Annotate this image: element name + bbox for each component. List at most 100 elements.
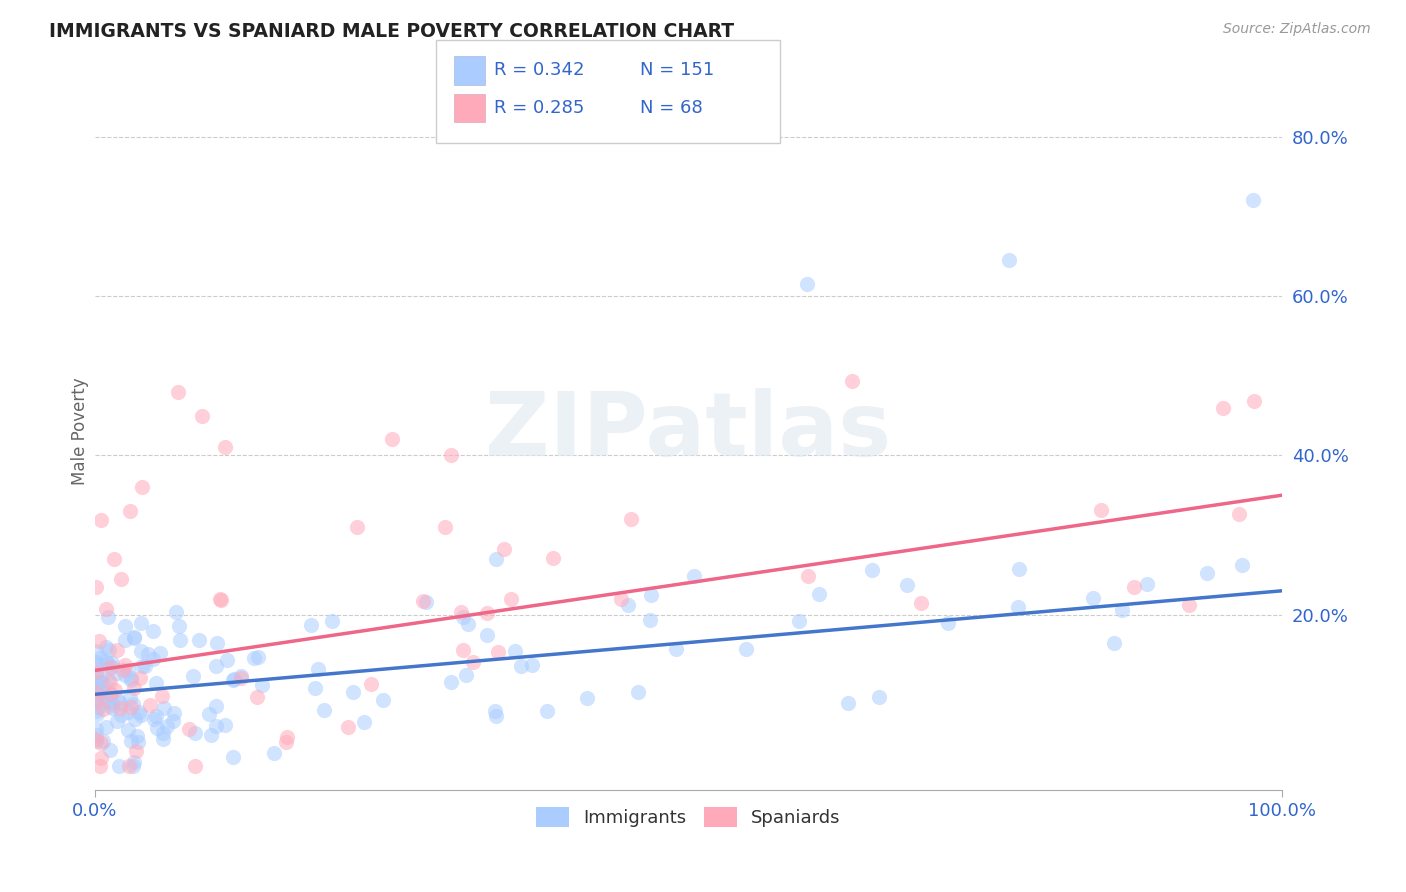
- Point: [107, 692, 129, 706]
- Point: [222, 673, 245, 687]
- Point: [1090, 503, 1112, 517]
- Point: [910, 596, 932, 610]
- Point: [89, 759, 111, 773]
- Point: [87, 700, 110, 714]
- Point: [1197, 566, 1219, 580]
- Point: [1178, 599, 1201, 613]
- Point: [100, 657, 122, 671]
- Point: [103, 551, 125, 566]
- Point: [145, 676, 167, 690]
- Point: [86, 692, 108, 706]
- Point: [222, 672, 245, 686]
- Point: [187, 632, 209, 647]
- Point: [129, 643, 152, 657]
- Point: [131, 480, 153, 494]
- Point: [184, 759, 207, 773]
- Point: [100, 659, 122, 673]
- Point: [84, 734, 107, 748]
- Point: [450, 605, 472, 619]
- Point: [381, 433, 404, 447]
- Point: [252, 678, 274, 692]
- Point: [84, 680, 107, 694]
- Point: [84, 694, 107, 708]
- Point: [84, 722, 107, 736]
- Point: [100, 743, 122, 757]
- Point: [215, 653, 238, 667]
- Point: [101, 696, 124, 710]
- Point: [1008, 562, 1031, 576]
- Point: [110, 573, 132, 587]
- Point: [101, 700, 124, 714]
- Point: [84, 675, 107, 690]
- Point: [242, 651, 264, 665]
- Text: R = 0.342: R = 0.342: [494, 62, 583, 79]
- Point: [120, 504, 142, 518]
- Point: [179, 722, 201, 736]
- Point: [796, 569, 818, 583]
- Point: [125, 744, 148, 758]
- Legend: Immigrants, Spaniards: Immigrants, Spaniards: [529, 799, 848, 835]
- Point: [98, 643, 121, 657]
- Point: [98, 687, 121, 701]
- Point: [896, 578, 918, 592]
- Point: [1123, 580, 1146, 594]
- Point: [84, 685, 107, 699]
- Point: [94, 602, 117, 616]
- Point: [145, 708, 167, 723]
- Point: [142, 624, 165, 639]
- Point: [93, 676, 115, 690]
- Point: [860, 563, 883, 577]
- Text: ZIPatlas: ZIPatlas: [485, 388, 891, 475]
- Point: [475, 628, 498, 642]
- Point: [505, 643, 527, 657]
- Point: [108, 696, 131, 710]
- Point: [541, 551, 564, 566]
- Point: [214, 441, 236, 455]
- Point: [457, 617, 479, 632]
- Point: [1227, 507, 1250, 521]
- Point: [1102, 636, 1125, 650]
- Point: [120, 734, 142, 748]
- Point: [1212, 401, 1234, 415]
- Point: [91, 702, 114, 716]
- Point: [1136, 577, 1159, 591]
- Point: [146, 722, 169, 736]
- Point: [84, 656, 107, 670]
- Point: [247, 649, 270, 664]
- Point: [200, 728, 222, 742]
- Point: [87, 691, 110, 706]
- Point: [360, 677, 382, 691]
- Point: [299, 617, 322, 632]
- Point: [110, 707, 132, 722]
- Point: [91, 733, 114, 747]
- Point: [114, 658, 136, 673]
- Point: [307, 662, 329, 676]
- Point: [108, 701, 131, 715]
- Point: [84, 681, 107, 695]
- Point: [84, 667, 107, 681]
- Y-axis label: Male Poverty: Male Poverty: [72, 377, 89, 485]
- Point: [117, 723, 139, 737]
- Point: [105, 714, 128, 728]
- Point: [114, 668, 136, 682]
- Point: [122, 698, 145, 712]
- Point: [90, 736, 112, 750]
- Point: [97, 610, 120, 624]
- Point: [153, 701, 176, 715]
- Point: [131, 658, 153, 673]
- Point: [98, 674, 121, 689]
- Point: [162, 714, 184, 728]
- Point: [620, 512, 643, 526]
- Text: R = 0.285: R = 0.285: [494, 99, 583, 117]
- Point: [169, 632, 191, 647]
- Point: [122, 630, 145, 644]
- Point: [111, 663, 134, 677]
- Point: [86, 677, 108, 691]
- Point: [451, 643, 474, 657]
- Point: [1241, 194, 1264, 208]
- Point: [96, 693, 118, 707]
- Point: [415, 595, 437, 609]
- Point: [105, 666, 128, 681]
- Point: [617, 598, 640, 612]
- Point: [683, 569, 706, 583]
